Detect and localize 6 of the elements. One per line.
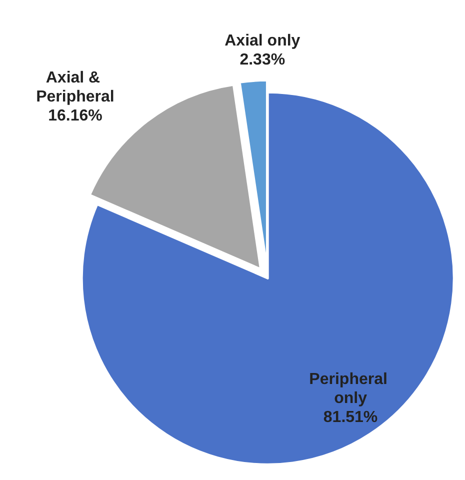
slice-label: Peripheral only xyxy=(309,371,392,408)
slice-label: Axial & Peripheral xyxy=(36,69,114,106)
data-label: 16.16% xyxy=(48,107,102,124)
data-label: 2.33% xyxy=(240,51,286,68)
slice-label: Axial only xyxy=(224,32,300,50)
data-label: 81.51% xyxy=(323,409,378,426)
